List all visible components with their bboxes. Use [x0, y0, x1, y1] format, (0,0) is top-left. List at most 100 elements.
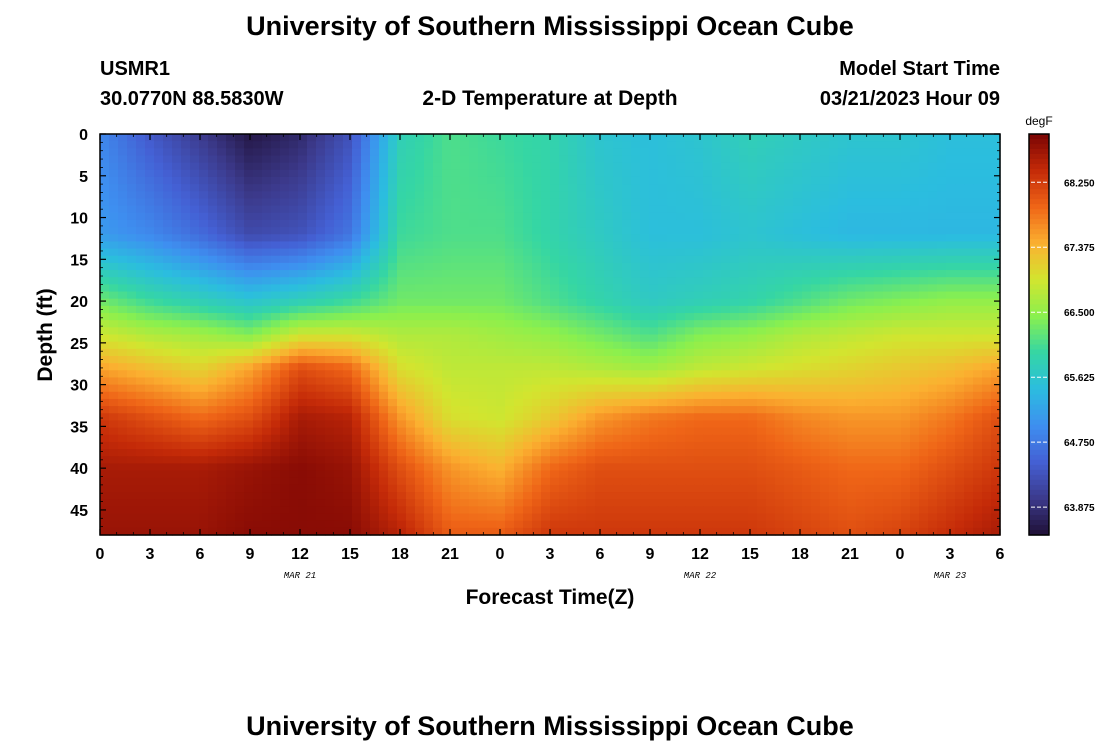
heatmap-cell	[856, 413, 866, 422]
heatmap-cell	[487, 327, 497, 336]
heatmap-cell	[388, 348, 398, 357]
heatmap-cell	[487, 205, 497, 214]
heatmap-cell	[766, 477, 776, 486]
heatmap-cell	[307, 148, 317, 157]
heatmap-cell	[334, 334, 344, 343]
heatmap-cell	[316, 391, 326, 400]
heatmap-cell	[289, 270, 299, 278]
heatmap-cell	[649, 463, 659, 472]
heatmap-cell	[739, 355, 749, 364]
heatmap-cell	[523, 377, 533, 386]
heatmap-cell	[217, 277, 227, 285]
heatmap-cell	[514, 320, 524, 328]
heatmap-cell	[910, 463, 920, 472]
heatmap-cell	[784, 298, 794, 307]
heatmap-cell	[784, 184, 794, 192]
heatmap-cell	[262, 205, 272, 214]
heatmap-cell	[145, 212, 155, 221]
heatmap-cell	[271, 155, 281, 164]
heatmap-cell	[820, 334, 830, 343]
heatmap-cell	[343, 477, 353, 486]
heatmap-cell	[127, 477, 137, 486]
heatmap-cell	[370, 477, 380, 486]
heatmap-cell	[901, 184, 911, 192]
heatmap-cell	[964, 463, 974, 472]
heatmap-cell	[379, 441, 389, 450]
heatmap-cell	[775, 277, 785, 285]
heatmap-cell	[703, 441, 713, 450]
heatmap-cell	[397, 298, 407, 307]
heatmap-cell	[379, 212, 389, 221]
heatmap-cell	[757, 219, 767, 228]
heatmap-cell	[154, 463, 164, 472]
heatmap-cell	[109, 134, 119, 142]
heatmap-cell	[307, 277, 317, 285]
heatmap-cell	[118, 441, 128, 450]
heatmap-cell	[136, 155, 146, 164]
heatmap-cell	[613, 219, 623, 228]
heatmap-cell	[964, 384, 974, 393]
heatmap-cell	[955, 313, 965, 321]
heatmap-cell	[316, 298, 326, 307]
heatmap-cell	[829, 363, 839, 371]
heatmap-cell	[856, 449, 866, 457]
heatmap-cell	[235, 205, 245, 214]
heatmap-cell	[658, 355, 668, 364]
heatmap-cell	[820, 484, 830, 493]
heatmap-cell	[379, 377, 389, 386]
heatmap-cell	[244, 184, 254, 192]
heatmap-cell	[847, 334, 857, 343]
heatmap-cell	[748, 184, 758, 192]
heatmap-cell	[982, 227, 992, 235]
heatmap-cell	[307, 391, 317, 400]
heatmap-cell	[712, 134, 722, 142]
heatmap-cell	[757, 441, 767, 450]
heatmap-cell	[856, 248, 866, 257]
heatmap-cell	[541, 406, 551, 414]
heatmap-cell	[541, 334, 551, 343]
heatmap-cell	[100, 277, 110, 285]
heatmap-cell	[217, 449, 227, 457]
heatmap-cell	[775, 198, 785, 207]
heatmap-cell	[874, 234, 884, 243]
heatmap-cell	[226, 463, 236, 472]
heatmap-cell	[658, 477, 668, 486]
heatmap-cell	[739, 141, 749, 149]
heatmap-cell	[775, 420, 785, 429]
heatmap-cell	[775, 391, 785, 400]
heatmap-cell	[901, 248, 911, 257]
heatmap-cell	[604, 141, 614, 149]
heatmap-cell	[109, 184, 119, 192]
heatmap-cell	[424, 434, 434, 443]
heatmap-cell	[568, 420, 578, 429]
heatmap-cell	[712, 413, 722, 422]
heatmap-cell	[226, 248, 236, 257]
heatmap-cell	[802, 248, 812, 257]
heatmap-cell	[145, 398, 155, 407]
heatmap-cell	[460, 363, 470, 371]
heatmap-cell	[937, 370, 947, 379]
heatmap-cell	[127, 284, 137, 293]
heatmap-cell	[334, 155, 344, 164]
heatmap-cell	[964, 327, 974, 336]
heatmap-cell	[982, 270, 992, 278]
heatmap-cell	[370, 484, 380, 493]
heatmap-cell	[397, 191, 407, 200]
heatmap-cell	[172, 141, 182, 149]
heatmap-cell	[883, 219, 893, 228]
heatmap-cell	[649, 391, 659, 400]
heatmap-cell	[442, 212, 452, 221]
heatmap-cell	[172, 355, 182, 364]
heatmap-cell	[496, 334, 506, 343]
heatmap-cell	[910, 441, 920, 450]
heatmap-cell	[406, 234, 416, 243]
heatmap-cell	[568, 463, 578, 472]
heatmap-cell	[424, 327, 434, 336]
heatmap-cell	[793, 162, 803, 171]
heatmap-cell	[766, 434, 776, 443]
heatmap-cell	[451, 363, 461, 371]
heatmap-cell	[199, 234, 209, 243]
heatmap-cell	[388, 370, 398, 379]
heatmap-cell	[829, 434, 839, 443]
heatmap-cell	[352, 391, 362, 400]
